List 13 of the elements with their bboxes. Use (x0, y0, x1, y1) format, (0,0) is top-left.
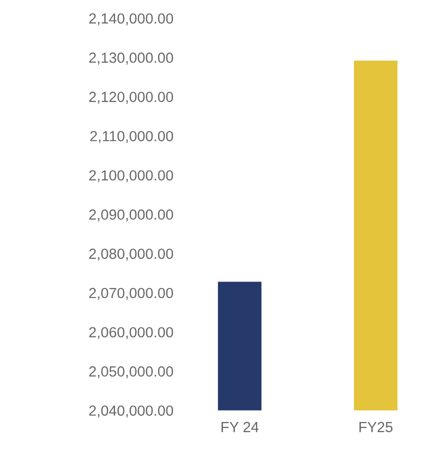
y-tick-label: 2,110,000.00 (90, 130, 174, 144)
y-tick-label: 2,080,000.00 (89, 248, 174, 261)
x-tick-label: FY 24 (222, 422, 259, 432)
y-tick-label: 2,040,000.00 (89, 406, 174, 418)
y-tick-label: 2,120,000.00 (89, 92, 174, 104)
y-tick-label: 2,060,000.00 (89, 327, 174, 340)
y-tick-label: 2,090,000.00 (89, 209, 174, 222)
x-tick-label: FY25 (359, 422, 393, 432)
y-tick-label: 2,070,000.00 (89, 288, 174, 300)
y-tick-label: 2,140,000.00 (89, 13, 174, 26)
y-tick-label: 2,100,000.00 (89, 170, 174, 182)
y-tick-label: 2,050,000.00 (89, 366, 174, 378)
y-tick-label: 2,130,000.00 (89, 52, 174, 65)
